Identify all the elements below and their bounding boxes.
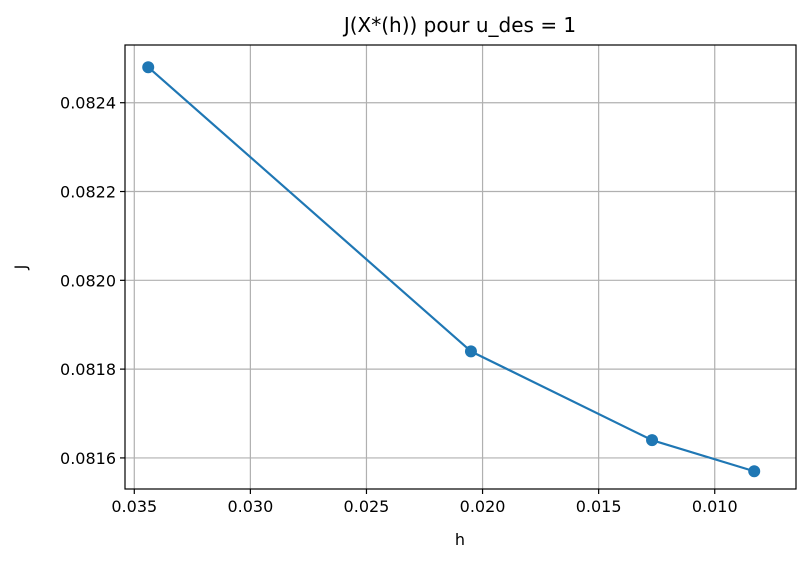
x-tick-label: 0.015 [576, 497, 622, 516]
x-tick-label: 0.010 [692, 497, 738, 516]
grid [125, 45, 796, 489]
y-tick-label: 0.0818 [60, 360, 116, 379]
x-axis: 0.035 0.030 0.025 0.020 0.015 0.010 [111, 489, 738, 516]
y-tick-label: 0.0822 [60, 183, 116, 202]
x-tick-label: 0.035 [111, 497, 157, 516]
y-tick-label: 0.0820 [60, 271, 116, 290]
x-tick-label: 0.020 [460, 497, 506, 516]
chart-title: J(X*(h)) pour u_des = 1 [342, 13, 576, 37]
x-tick-label: 0.025 [344, 497, 390, 516]
x-tick-label: 0.030 [227, 497, 273, 516]
y-tick-label: 0.0824 [60, 94, 116, 113]
y-tick-label: 0.0816 [60, 449, 116, 468]
x-axis-label: h [455, 530, 465, 549]
data-point [748, 465, 761, 478]
series-line [147, 66, 755, 473]
plot-frame [124, 44, 797, 490]
y-axis: 0.0816 0.0818 0.0820 0.0822 0.0824 [60, 94, 125, 468]
data-point [142, 61, 155, 74]
series-group [142, 61, 761, 478]
data-point [646, 434, 659, 447]
y-axis-label: J [11, 265, 30, 271]
data-point [464, 345, 477, 358]
